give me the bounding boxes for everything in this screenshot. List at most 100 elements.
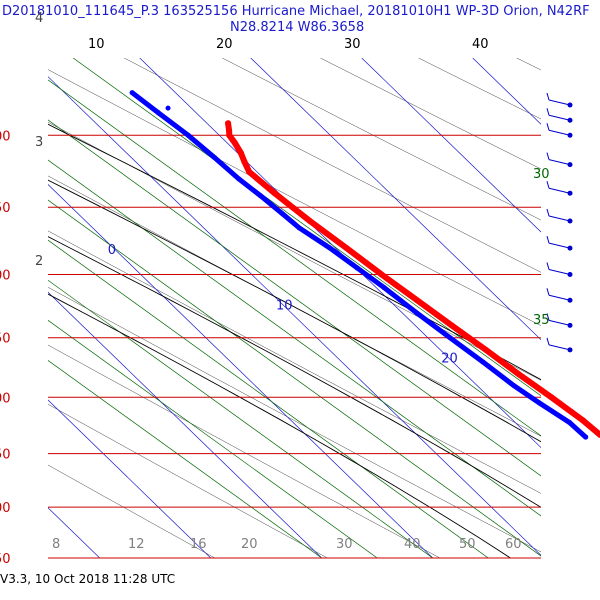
- temperature-point: [448, 322, 455, 329]
- dewpoint-point: [381, 284, 387, 290]
- wind-barb: [546, 288, 573, 303]
- moist-adiabat-tick-label: 30: [344, 37, 361, 52]
- mixing-ratio-line: [48, 239, 489, 558]
- temperature-point: [226, 132, 233, 139]
- dry-adiabat-tick-label: 20: [241, 537, 258, 552]
- dry-adiabat-line: [48, 464, 215, 558]
- footer-version-time: V3.3, 10 Oct 2018 11:28 UTC: [0, 572, 175, 586]
- wind-barb-station: [567, 322, 573, 328]
- temperature-point: [271, 190, 278, 197]
- dry-adiabat-tick-label: 50: [459, 537, 476, 552]
- wind-barb-staff: [548, 294, 571, 301]
- isotherm-tick-label: 0: [108, 243, 116, 258]
- dewpoint-point: [480, 359, 486, 365]
- dry-adiabat-line: [320, 58, 541, 170]
- wind-barb-station: [567, 271, 573, 277]
- dry-adiabat-line: [48, 230, 541, 494]
- moist-adiabat-tick-label: 40: [472, 37, 489, 52]
- mixing-ratio-tick-label: 35: [533, 313, 550, 328]
- wind-barb-staff: [548, 344, 571, 351]
- pressure-tick-label: 50: [0, 201, 11, 216]
- dry-adiabat-line: [48, 121, 541, 381]
- wind-barb: [546, 337, 573, 353]
- temperature-point: [548, 394, 555, 401]
- temperature-point: [343, 245, 350, 252]
- wind-barb-station: [567, 162, 573, 168]
- wind-barb-station: [567, 245, 573, 251]
- axis-labels: 00500050005000502345-20-1001020304005101…: [0, 11, 550, 567]
- wind-barb: [546, 181, 573, 196]
- diagram-grid: [48, 58, 541, 559]
- dry-adiabat-line: [418, 58, 541, 120]
- isotherm-line: [48, 76, 541, 556]
- moist-adiabat-line: [48, 123, 541, 381]
- mixing-ratio-line: [48, 279, 433, 558]
- wind-barb-station: [567, 102, 573, 108]
- chart-subtitle-location: N28.8214 W86.3658: [230, 20, 364, 35]
- dry-adiabat-line: [48, 403, 328, 558]
- wind-barb-staff: [548, 268, 571, 275]
- wind-barb-staff: [548, 114, 571, 121]
- temperature-point: [237, 149, 244, 156]
- wind-barb-flag: [546, 288, 550, 296]
- isotherm-line: [139, 58, 541, 449]
- pressure-tick-label: 50: [0, 448, 11, 463]
- dry-adiabat-tick-label: 40: [404, 537, 421, 552]
- wind-barb-staff: [548, 99, 571, 106]
- wind-barb: [546, 123, 573, 138]
- moist-adiabat-line: [48, 293, 511, 558]
- wind-barb-flag: [546, 152, 550, 160]
- wind-barb-station: [567, 297, 573, 303]
- dewpoint-point: [155, 110, 161, 116]
- mixing-ratio-tick-label: 30: [533, 167, 550, 182]
- temperature-point: [306, 218, 313, 225]
- isotherm-line: [472, 58, 541, 125]
- moist-adiabat-line: [48, 236, 541, 508]
- wind-barb-flag: [546, 313, 550, 321]
- isotherm-line: [48, 399, 211, 558]
- temperature-point: [241, 158, 248, 165]
- pressure-tick-label: 00: [0, 501, 11, 516]
- chart-title: D20181010_111645_P.3 163525156 Hurricane…: [2, 4, 590, 19]
- wind-barb: [546, 235, 573, 251]
- temperature-point: [226, 127, 233, 134]
- height-tick-label: 4: [35, 11, 43, 26]
- wind-barb: [546, 152, 573, 168]
- wind-barb-station: [567, 117, 573, 123]
- dry-adiabat-line: [124, 58, 541, 273]
- dewpoint-isolated-point: [165, 105, 171, 111]
- dry-adiabat-tick-label: 30: [336, 537, 353, 552]
- height-tick-label: 2: [35, 254, 43, 269]
- wind-barb-staff: [548, 129, 571, 136]
- dry-adiabat-line: [48, 69, 541, 326]
- wind-barb-station: [567, 132, 573, 138]
- wind-barb-flag: [546, 123, 550, 131]
- dewpoint-point: [129, 90, 135, 96]
- temperature-point: [231, 139, 238, 146]
- dry-adiabat-line: [222, 58, 541, 221]
- dewpoint-point: [511, 383, 517, 389]
- wind-barb: [546, 108, 573, 123]
- temperature-point: [246, 168, 253, 175]
- dewpoint-point: [354, 265, 360, 271]
- dewpoint-point: [296, 225, 302, 231]
- wind-barb-station: [567, 347, 573, 353]
- dry-adiabat-tick-label: 60: [505, 537, 522, 552]
- mixing-ratio-line: [72, 58, 541, 397]
- wind-barb: [546, 208, 573, 224]
- mixing-ratio-line: [48, 199, 541, 557]
- pressure-tick-label: 00: [0, 268, 11, 283]
- wind-barb-station: [567, 190, 573, 196]
- isotherm-line: [250, 58, 541, 341]
- dewpoint-point: [537, 400, 543, 406]
- wind-barb-flag: [546, 262, 550, 270]
- pressure-tick-label: 00: [0, 129, 11, 144]
- mixing-ratio-line: [48, 79, 541, 437]
- wind-barbs: [546, 92, 573, 353]
- wind-barb: [546, 92, 573, 108]
- dry-adiabat-tick-label: 16: [190, 537, 207, 552]
- temperature-point: [482, 346, 489, 353]
- dewpoint-point: [447, 335, 453, 341]
- dewpoint-point: [583, 434, 589, 440]
